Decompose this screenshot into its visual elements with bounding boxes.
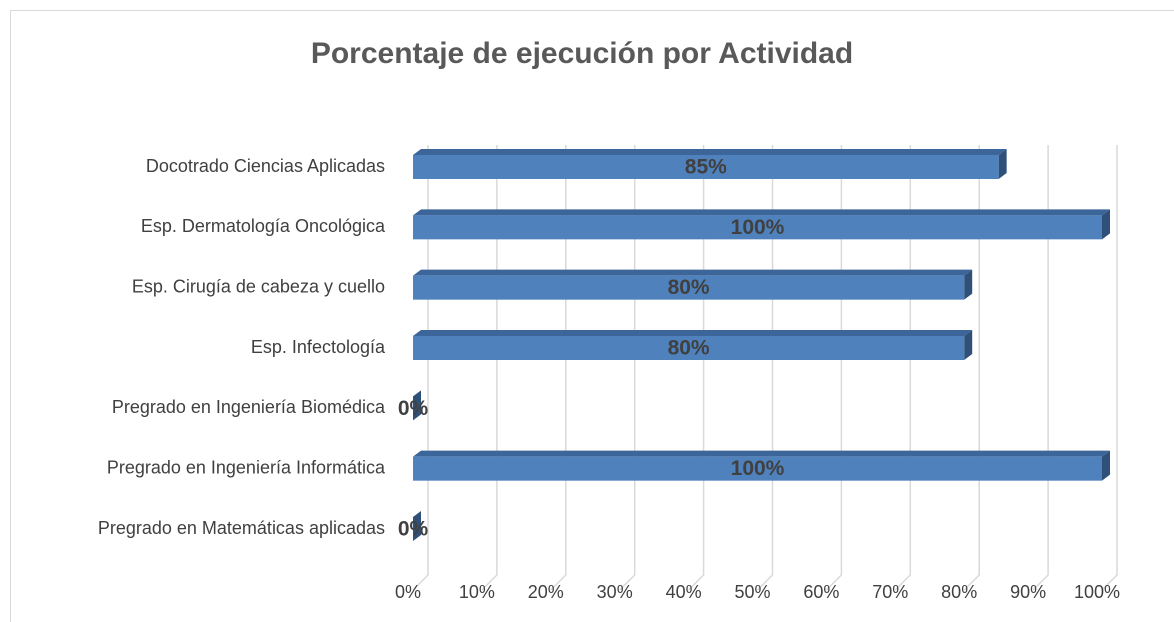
bar-side xyxy=(964,330,973,360)
bar xyxy=(413,330,973,360)
x-tick-label: 30% xyxy=(597,582,633,602)
bar-front xyxy=(413,456,1102,481)
y-tick-label: Esp. Infectología xyxy=(251,337,386,357)
y-tick-label: Pregrado en Ingeniería Biomédica xyxy=(112,397,386,417)
y-tick-label: Esp. Dermatología Oncológica xyxy=(141,216,386,236)
data-label: 0% xyxy=(398,518,429,541)
bar-side xyxy=(998,149,1007,179)
y-tick-label: Docotrado Ciencias Aplicadas xyxy=(146,156,385,176)
x-tick-label: 40% xyxy=(666,582,702,602)
data-label: 80% xyxy=(668,276,710,299)
bar-front xyxy=(413,336,965,360)
y-tick-label: Pregrado en Ingeniería Informática xyxy=(107,457,386,477)
bar xyxy=(413,390,421,421)
bar-front xyxy=(413,215,1102,240)
bar-side xyxy=(1102,450,1110,481)
bar-front xyxy=(413,275,965,300)
bar xyxy=(413,511,421,541)
x-tick-label: 70% xyxy=(872,582,908,602)
data-label: 80% xyxy=(668,337,710,360)
x-tick-label: 10% xyxy=(459,582,495,602)
grid-line xyxy=(1101,145,1118,591)
x-tick-label: 80% xyxy=(941,582,977,602)
y-tick-label: Pregrado en Matemáticas aplicadas xyxy=(98,518,385,538)
bar-side xyxy=(1102,209,1110,240)
x-tick-label: 90% xyxy=(1010,582,1046,602)
chart-title: Porcentaje de ejecución por Actividad xyxy=(311,37,853,70)
bar-side xyxy=(413,511,421,541)
bar-top xyxy=(413,209,1110,216)
x-tick-label: 100% xyxy=(1074,582,1120,602)
bar-top xyxy=(413,450,1110,457)
bar-top xyxy=(413,269,973,276)
grid-line xyxy=(1032,145,1049,591)
data-label: 85% xyxy=(685,156,727,179)
chart-border xyxy=(10,10,1174,622)
x-tick-label: 20% xyxy=(528,582,564,602)
bar xyxy=(413,149,1007,179)
x-tick-label: 0% xyxy=(395,582,421,602)
x-tick-label: 50% xyxy=(734,582,770,602)
y-tick-label: Esp. Cirugía de cabeza y cuello xyxy=(132,276,385,296)
bar-side xyxy=(413,390,421,421)
data-label: 100% xyxy=(731,457,785,480)
bar-front xyxy=(413,155,999,179)
bar-top xyxy=(413,149,1007,155)
bar-side xyxy=(964,269,973,300)
bar xyxy=(413,209,1110,240)
x-tick-label: 60% xyxy=(803,582,839,602)
grid-line xyxy=(963,145,980,591)
data-label: 100% xyxy=(731,216,785,239)
bar-top xyxy=(413,330,973,336)
data-label: 0% xyxy=(398,397,429,420)
bar xyxy=(413,269,973,300)
bar xyxy=(413,450,1110,481)
